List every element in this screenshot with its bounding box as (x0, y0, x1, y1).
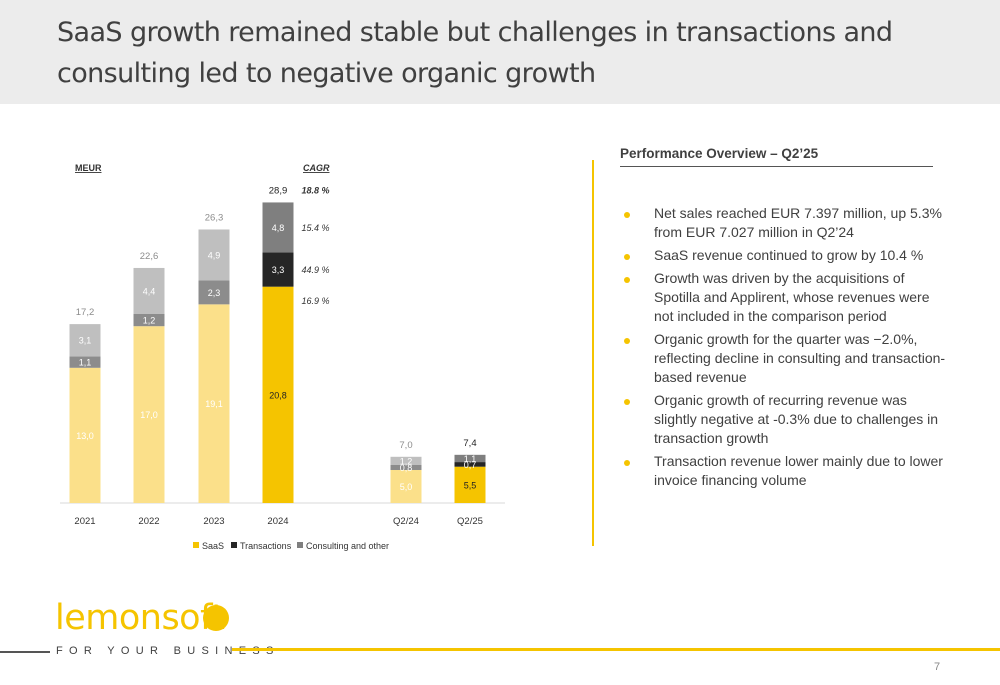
revenue-chart: MEUR CAGR 13,0 1,1 3,1 17,2 2021 17,0 1,2 4,4 22… (60, 163, 505, 551)
segment-value-label: 20,8 (269, 390, 287, 400)
bar-transactions-Q2/25 (454, 462, 486, 467)
bar-consulting-and-other-2021 (69, 324, 101, 357)
bar-saas-Q2/24 (390, 470, 422, 503)
segment-value-label: 4,9 (208, 250, 221, 260)
bar-saas-2021 (69, 367, 101, 503)
segment-value-label: 5,0 (400, 482, 413, 492)
bullet-text: SaaS revenue continued to grow by 10.4 % (654, 247, 924, 263)
x-tick-label: 2022 (138, 516, 159, 527)
bullet-dot-icon (624, 399, 630, 405)
bullet-text: Organic growth for the quarter was −2.0%… (654, 331, 946, 385)
bar-consulting-and-other-Q2/24 (390, 456, 422, 465)
bullet-item: Organic growth for the quarter was −2.0%… (620, 330, 950, 387)
segment-value-label: 1,2 (400, 456, 413, 466)
chart-legend: SaaS Transactions Consulting and other (193, 541, 389, 551)
legend-swatch (231, 542, 237, 548)
segment-value-label: 3,3 (272, 265, 285, 275)
cagr-label: 15.4 % (302, 223, 330, 233)
bar-transactions-Q2/24 (390, 464, 422, 470)
segment-value-label: 4,8 (272, 223, 285, 233)
segment-value-label: 1,2 (143, 315, 156, 325)
segment-value-label: 5,5 (464, 480, 477, 490)
section-divider (592, 160, 594, 546)
bullet-item: Growth was driven by the acquisitions of… (620, 269, 950, 326)
page-number: 7 (934, 661, 941, 673)
segment-value-label: 13,0 (76, 431, 94, 441)
performance-bullets: Net sales reached EUR 7.397 million, up … (620, 204, 950, 494)
cagr-header: CAGR (303, 163, 330, 173)
page-title: SaaS growth remained stable but challeng… (57, 17, 893, 89)
bullet-item: SaaS revenue continued to grow by 10.4 % (620, 246, 950, 265)
x-tick-label: Q2/24 (393, 516, 419, 527)
segment-value-label: 17,0 (140, 410, 158, 420)
segment-value-label: 2,3 (208, 288, 221, 298)
bullet-text: Net sales reached EUR 7.397 million, up … (654, 205, 942, 240)
legend-label: SaaS (202, 541, 224, 551)
segment-value-label: 4,4 (143, 286, 156, 296)
bars-layer: 13,0 1,1 3,1 17,2 2021 17,0 1,2 4,4 22,6 2022 19,1… (69, 185, 486, 527)
bar-saas-Q2/25 (454, 466, 486, 503)
bullet-item: Transaction revenue lower mainly due to … (620, 452, 950, 490)
bullet-item: Organic growth of recurring revenue was … (620, 391, 950, 448)
footer-rule-right (232, 648, 1000, 651)
bullet-dot-icon (624, 254, 630, 260)
bullet-dot-icon (624, 277, 630, 283)
x-tick-label: 2021 (74, 516, 95, 527)
legend-label: Consulting and other (306, 541, 389, 551)
performance-title-rule (620, 166, 933, 167)
bullet-item: Net sales reached EUR 7.397 million, up … (620, 204, 950, 242)
legend-swatch (297, 542, 303, 548)
bullet-dot-icon (624, 212, 630, 218)
bar-transactions-2021 (69, 356, 101, 368)
cagr-label: 16.9 % (302, 296, 330, 306)
bar-total-label: 17,2 (76, 307, 95, 318)
bullet-text: Organic growth of recurring revenue was … (654, 392, 939, 446)
segment-value-label: 1,1 (79, 358, 92, 368)
cagr-label: 18.8 % (302, 185, 330, 195)
bar-consulting-and-other-Q2/25 (454, 454, 486, 463)
unit-label: MEUR (75, 163, 102, 173)
bullet-dot-icon (624, 338, 630, 344)
bar-transactions-2022 (133, 313, 165, 327)
lemonsoft-logo: lemonsoft (55, 598, 225, 638)
bar-total-label: 22,6 (140, 251, 159, 262)
bar-consulting-and-other-2024 (262, 202, 294, 253)
bar-total-label: 7,0 (399, 440, 412, 451)
bar-total-label: 26,3 (205, 212, 224, 223)
segment-value-label: 0,8 (400, 463, 413, 473)
bar-consulting-and-other-2022 (133, 267, 165, 314)
lemon-logo-icon (203, 605, 229, 631)
performance-title: Performance Overview – Q2’25 (620, 146, 819, 161)
segment-value-label: 19,1 (205, 399, 223, 409)
bar-total-label: 28,9 (269, 185, 288, 196)
segment-value-label: 3,1 (79, 336, 92, 346)
footer-rule-left (0, 651, 50, 653)
header-band (0, 0, 1000, 104)
legend-swatch (193, 542, 199, 548)
bar-total-label: 7,4 (463, 438, 476, 449)
x-tick-label: Q2/25 (457, 516, 483, 527)
x-tick-label: 2024 (267, 516, 288, 527)
bar-transactions-2023 (198, 280, 230, 305)
bar-consulting-and-other-2023 (198, 229, 230, 281)
logo-tagline: FOR YOUR BUSINESS (56, 645, 280, 657)
segment-value-label: 1,1 (464, 454, 477, 464)
cagr-label: 44.9 % (302, 265, 330, 275)
bullet-text: Transaction revenue lower mainly due to … (654, 453, 943, 488)
bar-saas-2024 (262, 286, 294, 503)
bar-saas-2022 (133, 326, 165, 503)
segment-value-label: 0,7 (464, 460, 477, 470)
bullet-dot-icon (624, 460, 630, 466)
bullet-text: Growth was driven by the acquisitions of… (654, 270, 930, 324)
bar-transactions-2024 (262, 252, 294, 287)
x-tick-label: 2023 (203, 516, 224, 527)
bar-saas-2023 (198, 304, 230, 503)
legend-label: Transactions (240, 541, 292, 551)
